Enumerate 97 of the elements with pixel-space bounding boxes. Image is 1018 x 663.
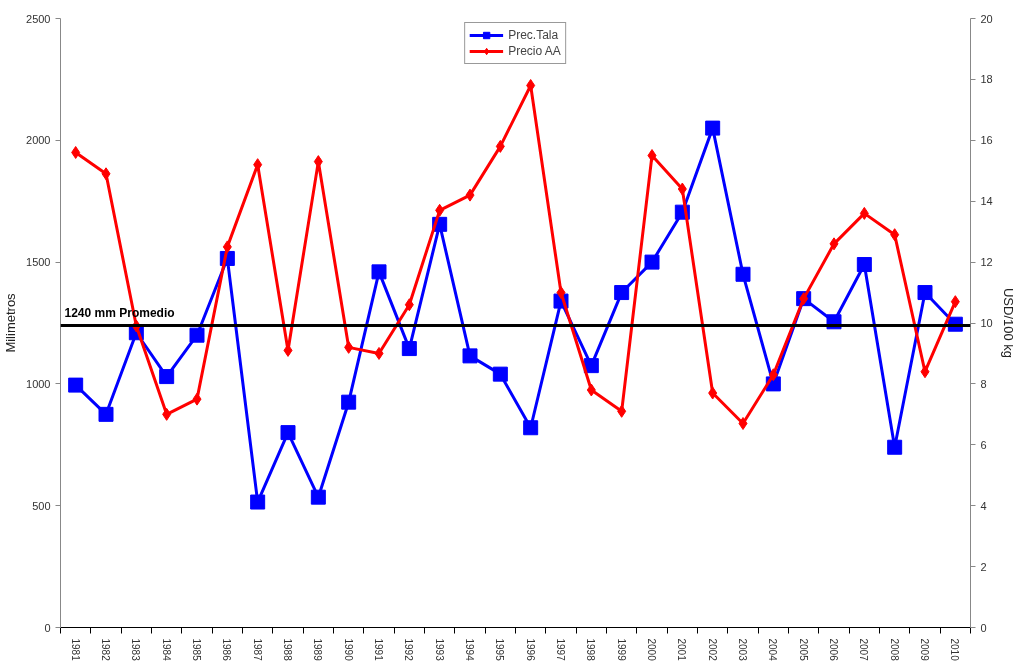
y2-tick-label: 0 (980, 621, 987, 634)
y2-tick-label: 6 (980, 438, 987, 451)
x-tick-label: 2006 (828, 638, 839, 662)
point (556, 286, 566, 300)
point (189, 327, 205, 343)
x-tick-label: 1983 (130, 638, 142, 662)
y2-tick-label: 8 (980, 377, 987, 390)
point (371, 264, 387, 280)
y-axis-title: Milimetros (3, 292, 19, 353)
point (492, 366, 508, 382)
point (253, 158, 263, 172)
x-tick-label: 2002 (706, 638, 718, 662)
point (98, 406, 114, 422)
point (71, 145, 81, 159)
point (310, 489, 326, 505)
x-tick-label: 1994 (464, 638, 475, 662)
point (404, 298, 414, 312)
point (341, 394, 357, 410)
point (435, 203, 445, 217)
point (280, 425, 296, 441)
point (401, 341, 417, 357)
x-tick-label: 1996 (524, 638, 536, 662)
point (495, 139, 505, 153)
y2-tick-label: 14 (980, 195, 993, 208)
point (890, 228, 900, 242)
y2-axis-title: USD/100 kg (1000, 287, 1016, 359)
x-tick-label: 1990 (342, 638, 354, 662)
x-tick-label: 2001 (676, 638, 688, 662)
point (859, 206, 869, 220)
y-tick-label: 1000 (26, 377, 51, 390)
x-tick-label: 2010 (949, 638, 961, 662)
legend-label: Precio AA (508, 43, 561, 59)
y-tick-label: 500 (32, 499, 51, 512)
point (644, 254, 660, 270)
x-tick-label: 1997 (555, 638, 566, 662)
point (222, 240, 232, 254)
y-tick-label: 2500 (26, 12, 51, 25)
x-tick-label: 1985 (191, 638, 202, 662)
x-tick-label: 1999 (615, 638, 627, 662)
x-tick-label: 2000 (646, 638, 657, 662)
point (374, 346, 384, 360)
point (614, 285, 630, 301)
point (250, 494, 266, 510)
y2-tick-label: 10 (980, 317, 993, 329)
x-tick-label: 1984 (160, 638, 172, 662)
y-tick-label: 2000 (26, 134, 51, 147)
y2-tick-label: 4 (980, 499, 987, 512)
x-tick-label: 1998 (585, 638, 597, 662)
legend-label: Prec.Tala (508, 27, 559, 43)
x-tick-label: 2003 (737, 638, 748, 662)
point (523, 420, 539, 436)
y2-tick-label: 18 (980, 73, 993, 86)
x-tick-label: 1988 (282, 638, 293, 662)
x-tick-label: 1989 (312, 638, 324, 662)
y2-tick-label: 16 (980, 134, 993, 147)
x-tick-label: 1982 (100, 638, 111, 662)
point (738, 416, 748, 430)
y2-tick-label: 12 (980, 256, 993, 269)
point (677, 182, 687, 196)
point (526, 78, 536, 92)
x-tick-label: 1992 (403, 638, 415, 662)
point (829, 237, 839, 251)
y-tick-label: 0 (44, 621, 51, 634)
x-tick-label: 2007 (858, 638, 870, 662)
x-tick-label: 2008 (888, 638, 900, 662)
x-tick-label: 1995 (494, 638, 506, 662)
y2-tick-label: 20 (980, 12, 993, 25)
point (735, 266, 751, 282)
point (856, 257, 872, 273)
point (462, 348, 478, 364)
point (586, 383, 596, 397)
point (465, 188, 475, 202)
point (159, 369, 175, 385)
point (647, 149, 657, 163)
x-tick-label: 2004 (767, 638, 779, 662)
point (192, 392, 202, 406)
point (917, 285, 933, 301)
x-tick-label: 2005 (797, 638, 809, 662)
point (708, 386, 718, 400)
y2-tick-label: 2 (980, 560, 987, 573)
x-tick-label: 2009 (919, 638, 930, 662)
y-tick-label: 1500 (26, 256, 51, 269)
point (705, 120, 721, 136)
point (344, 340, 354, 354)
x-tick-label: 1987 (251, 638, 263, 662)
x-tick-label: 1986 (221, 638, 233, 662)
point (768, 368, 778, 382)
point (920, 365, 930, 379)
point (162, 407, 172, 421)
x-tick-label: 1993 (433, 638, 445, 662)
x-tick-label: 1981 (69, 638, 81, 662)
point (101, 167, 111, 181)
point (887, 439, 903, 455)
point (950, 295, 960, 309)
x-tick-label: 1991 (373, 638, 384, 662)
point (68, 377, 84, 393)
point (617, 404, 627, 418)
